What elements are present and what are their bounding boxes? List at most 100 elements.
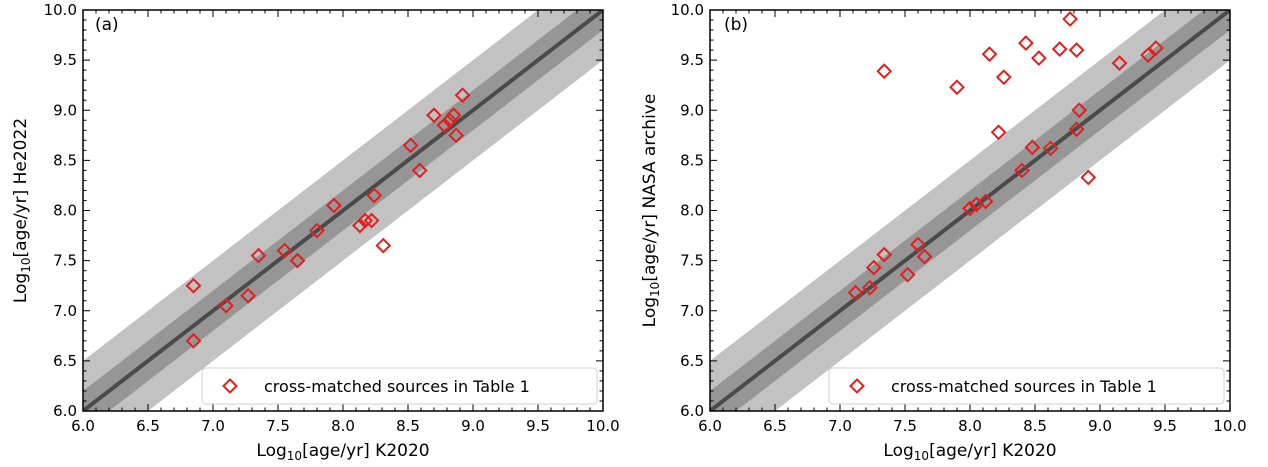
y-tick-label: 6.0 xyxy=(53,402,77,420)
panel-label: (b) xyxy=(724,15,748,35)
data-point xyxy=(185,332,202,349)
data-point xyxy=(1080,169,1097,186)
y-tick-label: 8.0 xyxy=(53,202,77,220)
data-point xyxy=(876,63,893,80)
legend: cross-matched sources in Table 1 xyxy=(828,367,1225,405)
x-tick-label: 6.5 xyxy=(763,417,787,435)
y-axis-label: Log10[age/yr] He2022 xyxy=(11,118,33,303)
data-point xyxy=(185,277,202,294)
x-axis-label: Log10[age/yr] K2020 xyxy=(256,441,429,463)
chart-panel-b: 6.0 6.5 7.0 7.5 8.0 8.5 9.0 9.5 10.0 6.0 6.5 7.0 7.5… xyxy=(640,1,1247,463)
y-tick-label: 7.0 xyxy=(53,302,77,320)
data-point xyxy=(454,87,471,104)
one-to-one-line xyxy=(83,10,603,411)
x-tick-label: 10.0 xyxy=(586,417,619,435)
legend-label: cross-matched sources in Table 1 xyxy=(264,377,530,396)
data-point xyxy=(411,162,428,179)
plot-area xyxy=(710,10,1230,411)
data-point xyxy=(402,137,419,154)
x-tick-label: 8.5 xyxy=(396,417,420,435)
x-tick-label: 7.0 xyxy=(201,417,225,435)
legend-box xyxy=(201,367,598,405)
data-point xyxy=(865,259,882,276)
legend-marker xyxy=(849,378,865,394)
one-to-one-line xyxy=(710,10,1230,411)
data-point xyxy=(1068,121,1085,138)
data-point xyxy=(977,193,994,210)
data-point xyxy=(1071,102,1088,119)
y-tick-label: 9.0 xyxy=(680,101,704,119)
data-point xyxy=(448,127,465,144)
data-point xyxy=(1014,162,1030,179)
data-point xyxy=(916,248,933,265)
data-point xyxy=(309,222,325,239)
data-point xyxy=(441,112,458,129)
data-point xyxy=(990,124,1007,141)
data-point xyxy=(1062,11,1079,27)
x-tick-label: 9.5 xyxy=(1153,417,1177,435)
x-tick-label: 6.5 xyxy=(136,417,160,435)
data-point xyxy=(366,187,383,204)
data-point xyxy=(1068,42,1085,59)
y-tick-label: 7.5 xyxy=(53,252,77,270)
data-point xyxy=(240,287,257,304)
y-tick-label: 8.5 xyxy=(680,151,704,169)
data-point xyxy=(1024,139,1041,156)
y-tick-label: 8.0 xyxy=(680,202,704,220)
data-point xyxy=(995,69,1012,86)
x-tick-label: 6.0 xyxy=(71,417,95,435)
data-point xyxy=(1147,40,1164,57)
data-point xyxy=(1111,55,1128,72)
x-tick-label: 7.5 xyxy=(266,417,290,435)
data-point xyxy=(426,107,442,124)
y-tick-label: 9.0 xyxy=(53,101,77,119)
panel-label: (a) xyxy=(95,15,119,35)
data-point xyxy=(1051,41,1068,58)
data-point xyxy=(250,247,267,264)
y-tick-label: 7.5 xyxy=(680,252,704,270)
x-tick-label: 7.5 xyxy=(893,417,917,435)
x-axis-label: Log10[age/yr] K2020 xyxy=(883,441,1056,463)
legend: cross-matched sources in Table 1 xyxy=(201,367,598,405)
x-tick-label: 9.5 xyxy=(526,417,550,435)
data-point xyxy=(1030,50,1047,67)
data-point xyxy=(876,246,893,263)
x-tick-label: 8.0 xyxy=(958,417,982,435)
y-tick-label: 9.5 xyxy=(680,51,704,69)
y-tick-label: 6.5 xyxy=(53,352,77,370)
y-tick-label: 6.5 xyxy=(680,352,704,370)
data-point xyxy=(1042,140,1059,157)
data-point xyxy=(218,297,234,314)
data-point xyxy=(363,212,380,229)
legend-box xyxy=(828,367,1225,405)
y-tick-label: 9.5 xyxy=(53,51,77,69)
data-point xyxy=(445,107,462,124)
x-tick-label: 9.0 xyxy=(1088,417,1112,435)
x-tick-label: 9.0 xyxy=(461,417,485,435)
x-tick-label: 8.0 xyxy=(331,417,355,435)
data-point xyxy=(949,79,965,96)
data-point xyxy=(351,217,368,234)
data-point xyxy=(1017,35,1034,51)
data-point xyxy=(847,284,864,301)
x-tick-label: 8.5 xyxy=(1023,417,1047,435)
x-tick-label: 7.0 xyxy=(828,417,852,435)
data-point xyxy=(375,237,392,254)
data-point xyxy=(861,279,878,296)
x-tick-label: 10.0 xyxy=(1213,417,1246,435)
data-point xyxy=(1140,47,1157,64)
data-point xyxy=(276,242,293,259)
y-tick-label: 7.0 xyxy=(680,302,704,320)
data-point xyxy=(899,266,916,283)
y-tick-label: 10.0 xyxy=(671,1,704,19)
data-point xyxy=(325,197,342,214)
inner-band xyxy=(83,10,603,411)
data-point xyxy=(357,212,374,229)
data-point xyxy=(436,117,453,134)
x-tick-label: 6.0 xyxy=(698,417,722,435)
y-tick-label: 6.0 xyxy=(680,402,704,420)
legend-marker xyxy=(222,378,238,394)
y-axis-label: Log10[age/yr] NASA archive xyxy=(640,94,662,328)
data-point xyxy=(910,236,926,253)
